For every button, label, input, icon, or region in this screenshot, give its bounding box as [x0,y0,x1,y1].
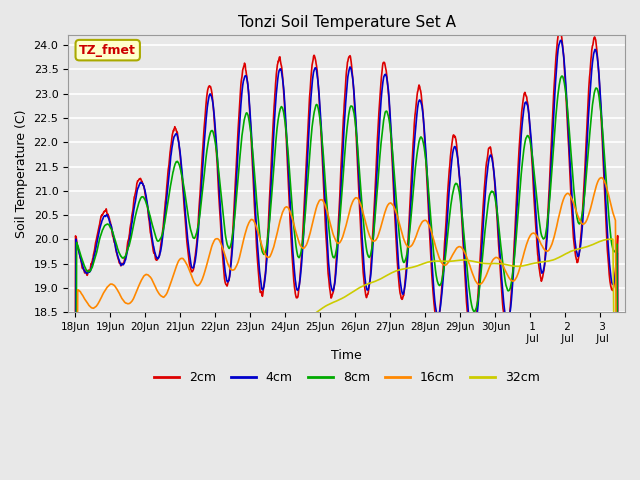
Line: 32cm: 32cm [75,239,618,480]
Line: 2cm: 2cm [75,28,618,480]
Line: 4cm: 4cm [75,40,618,480]
4cm [557,37,565,43]
2cm [179,185,187,191]
8cm [558,73,566,79]
32cm [169,366,177,372]
Text: TZ_fmet: TZ_fmet [79,44,136,57]
32cm [179,363,187,369]
8cm [277,104,285,110]
4cm [277,67,285,73]
Y-axis label: Soil Temperature (C): Soil Temperature (C) [15,109,28,238]
16cm [179,256,187,262]
8cm [228,237,236,243]
8cm [482,221,490,227]
16cm [542,248,550,254]
Line: 8cm: 8cm [75,76,618,480]
4cm [169,141,177,147]
32cm [228,351,236,357]
32cm [607,236,615,242]
2cm [277,61,285,67]
4cm [228,253,236,259]
4cm [542,248,550,253]
4cm [179,178,187,184]
32cm [542,259,550,264]
8cm [179,178,187,184]
16cm [228,267,236,273]
8cm [169,171,177,177]
2cm [169,131,177,136]
X-axis label: Time: Time [332,349,362,362]
16cm [597,175,605,180]
2cm [542,241,550,247]
32cm [482,261,490,266]
32cm [277,329,285,335]
4cm [482,183,490,189]
16cm [277,215,285,220]
2cm [228,245,236,251]
2cm [556,25,563,31]
16cm [482,274,490,279]
8cm [542,229,550,235]
2cm [482,166,490,171]
16cm [169,275,177,280]
Title: Tonzi Soil Temperature Set A: Tonzi Soil Temperature Set A [237,15,456,30]
Legend: 2cm, 4cm, 8cm, 16cm, 32cm: 2cm, 4cm, 8cm, 16cm, 32cm [148,366,545,389]
Line: 16cm: 16cm [75,178,618,480]
